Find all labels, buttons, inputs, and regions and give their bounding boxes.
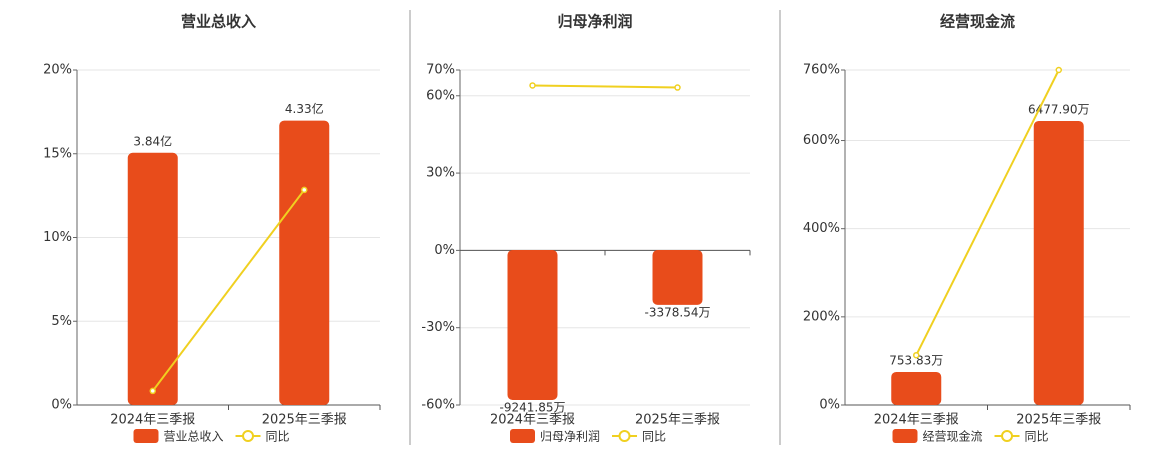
line: [532, 84, 678, 89]
bar: [652, 249, 703, 305]
chart-title: 营业总收入: [181, 13, 256, 31]
legend-swatch: [242, 430, 255, 442]
legend-label: 营业总收入: [164, 430, 224, 444]
legend-swatch: [133, 429, 159, 443]
y-tick-label: 30%: [426, 166, 455, 181]
legend-label: 同比: [266, 430, 290, 444]
bar: [127, 152, 178, 405]
y-tick-label: 60%: [426, 88, 455, 103]
y-tick-label: 0%: [819, 398, 840, 413]
y-tick-label: 15%: [43, 146, 72, 161]
value-label: 753.83万: [889, 353, 943, 367]
y-tick-label: 760%: [803, 63, 840, 78]
y-tick-label: -30%: [421, 320, 455, 335]
x-tick-label: 2024年三季报: [490, 413, 575, 428]
chart-title: 归母净利润: [557, 13, 632, 31]
bar: [507, 249, 558, 400]
y-tick-label: 600%: [803, 133, 840, 148]
chart-title: 经营现金流: [940, 13, 1015, 31]
line-point: [674, 84, 681, 91]
line: [151, 189, 306, 392]
y-tick-label: 5%: [51, 314, 72, 329]
legend-swatch: [618, 430, 631, 442]
bar: [279, 120, 330, 405]
y-tick-label: 10%: [43, 230, 72, 245]
y-tick-label: 200%: [803, 309, 840, 324]
line-point: [913, 351, 920, 359]
y-tick-label: 70%: [426, 63, 455, 78]
line-point: [1055, 66, 1062, 74]
value-label: -9241.85万: [500, 400, 566, 414]
bar: [891, 371, 942, 405]
x-tick-label: 2024年三季报: [874, 413, 959, 428]
bar: [1033, 120, 1084, 405]
line-point: [149, 387, 156, 395]
line-point: [529, 82, 536, 89]
x-tick-label: 2025年三季报: [262, 413, 347, 428]
legend-label: 同比: [1025, 430, 1049, 444]
x-tick-label: 2025年三季报: [1016, 413, 1101, 428]
value-label: 4.33亿: [285, 101, 324, 116]
value-label: 3.84亿: [133, 133, 172, 148]
legend-label: 经营现金流: [923, 429, 983, 444]
x-tick-label: 2025年三季报: [635, 413, 720, 428]
legend-label: 归母净利润: [540, 430, 600, 444]
value-label: -3378.54万: [645, 305, 711, 319]
y-tick-label: 400%: [803, 221, 840, 236]
line-point: [301, 186, 308, 194]
y-tick-label: 0%: [434, 243, 455, 258]
legend-swatch: [510, 429, 535, 443]
y-tick-label: 0%: [51, 398, 72, 413]
x-tick-label: 2024年三季报: [110, 413, 195, 428]
value-label: 6477.90万: [1028, 102, 1090, 116]
legend-swatch: [1001, 430, 1014, 442]
y-tick-label: 20%: [43, 63, 72, 78]
legend-label: 同比: [642, 430, 666, 444]
y-tick-label: -60%: [421, 398, 455, 413]
legend-swatch: [892, 429, 918, 443]
line: [915, 69, 1060, 356]
